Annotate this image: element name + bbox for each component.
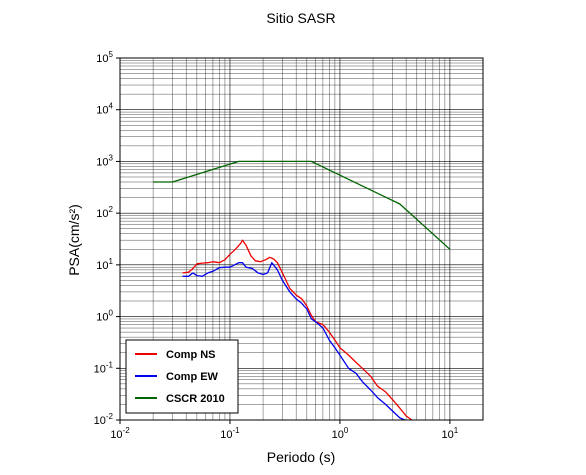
y-tick-label: 100 (96, 309, 113, 324)
legend-label: Comp NS (166, 349, 216, 361)
x-tick-labels: 10-2 10-1 100 101 (110, 420, 459, 441)
legend-label: CSCR 2010 (166, 393, 225, 405)
y-tick-labels: 10-2 10-1 100 101 102 103 104 105 (94, 50, 120, 427)
x-tick-label: 101 (442, 426, 459, 441)
x-axis-label: Periodo (s) (267, 449, 335, 465)
chart-title: Sitio SASR (266, 10, 335, 26)
y-tick-label: 103 (96, 153, 113, 168)
series-line-comp-ew (182, 262, 406, 421)
x-tick-label: 10-2 (110, 426, 130, 441)
plot-frame (119, 57, 484, 421)
x-tick-label: 10-1 (220, 426, 240, 441)
y-tick-label: 104 (96, 102, 113, 117)
x-tick-label: 100 (332, 426, 349, 441)
series-line-cscr-2010 (153, 160, 451, 250)
y-tick-label: 105 (96, 50, 113, 65)
series-line-comp-ns (182, 239, 413, 421)
y-tick-label: 10-2 (94, 412, 114, 427)
y-axis-label: PSA(cm/s²) (66, 204, 82, 276)
legend-label: Comp EW (166, 371, 219, 383)
y-tick-label: 102 (96, 205, 113, 220)
y-tick-label: 10-1 (94, 360, 114, 375)
legend: Comp NS Comp EW CSCR 2010 (125, 339, 239, 414)
y-tick-label: 101 (96, 257, 113, 272)
series-layer (153, 160, 451, 421)
